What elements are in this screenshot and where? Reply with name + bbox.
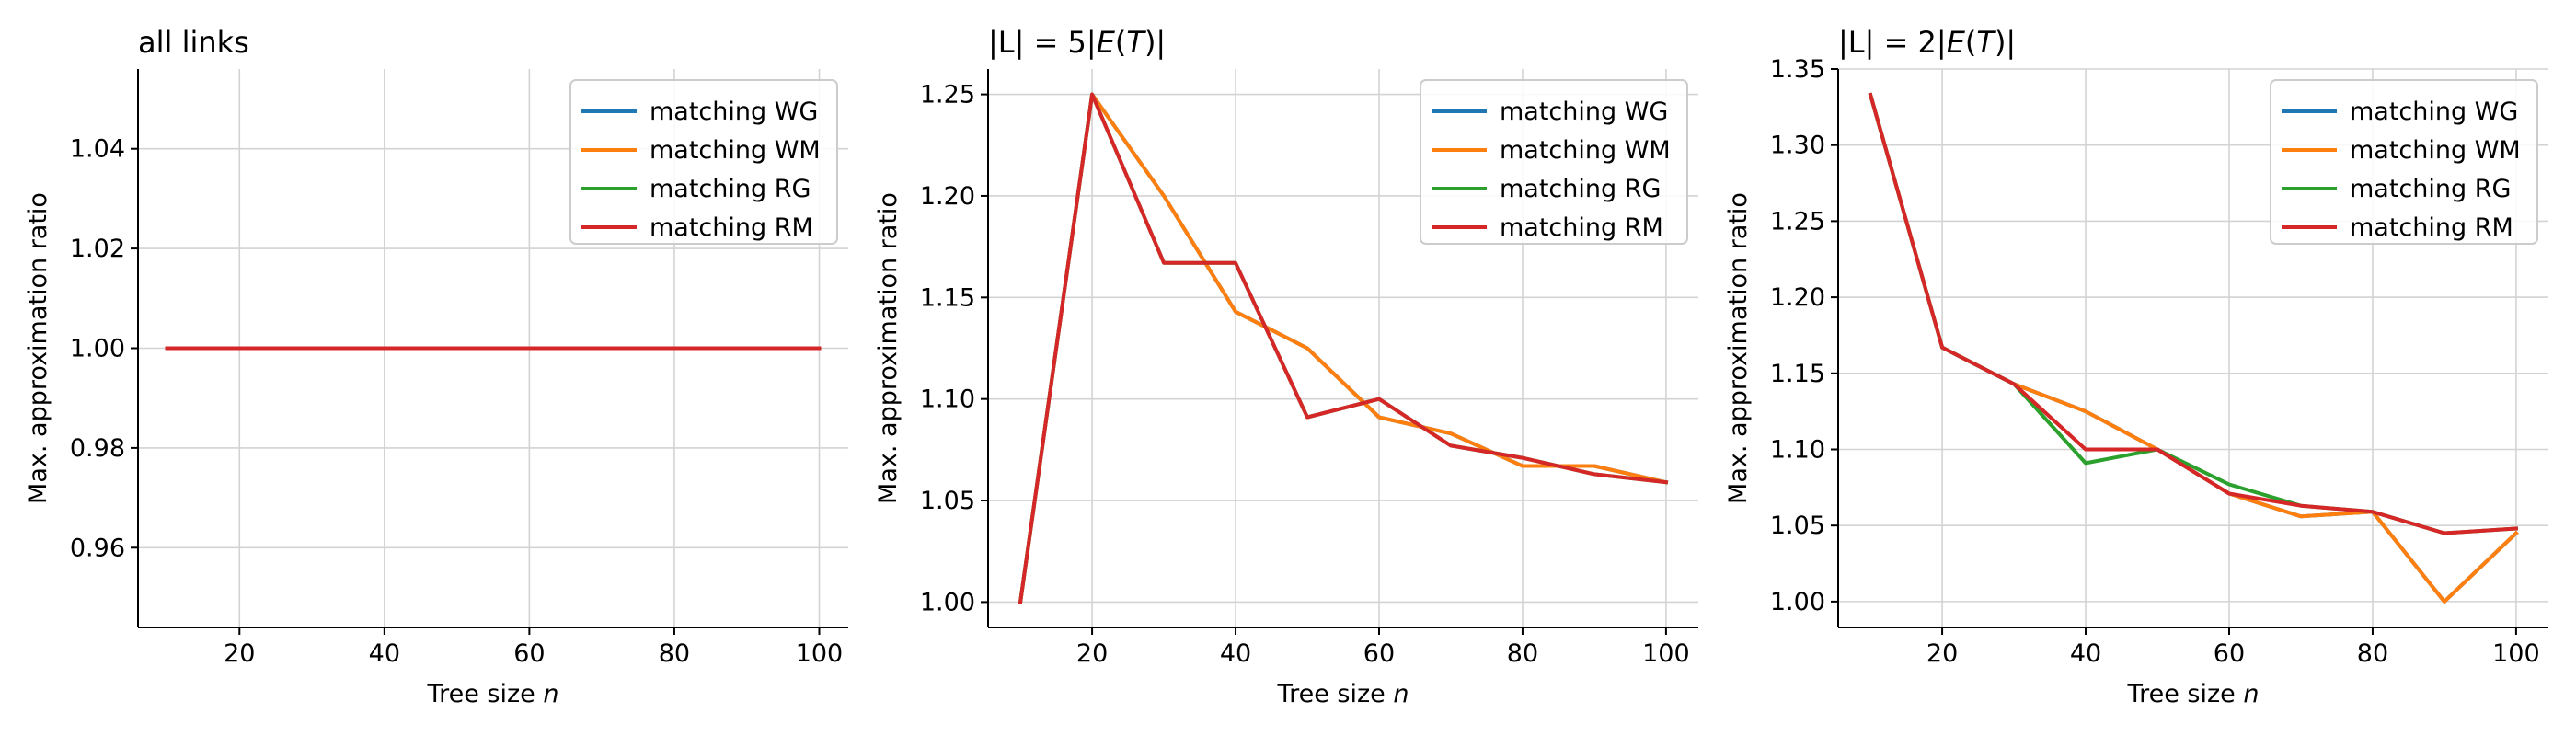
panel2-y-tick-label: 1.10 xyxy=(920,385,975,414)
panel1-title: all links xyxy=(138,25,249,60)
panel1-x-tick-label: 100 xyxy=(796,639,844,668)
panel1-legend-frame xyxy=(569,79,838,245)
panel3-y-tick-label: 1.20 xyxy=(1770,283,1825,312)
panel3-series-matching-rm xyxy=(1868,92,2519,535)
panel1-y-tick-label: 0.98 xyxy=(70,434,125,463)
panel1-x-tick-label: 80 xyxy=(659,639,690,668)
panel2-y-tick-label: 1.05 xyxy=(920,487,975,515)
panel2-y-tick-label: 1.00 xyxy=(920,588,975,616)
panel2-series-matching-rm xyxy=(1018,92,1669,604)
panel2-legend-label: matching WM xyxy=(1500,136,1671,165)
panel3-legend-label: matching WG xyxy=(2350,98,2518,126)
panel1-chart: 20 40 60 80 100 0.96 0.98 1.00 1.02 1.04 all links… xyxy=(24,25,848,708)
panel2-x-tick-label: 80 xyxy=(1507,639,1538,668)
panel3-y-tick-label: 1.30 xyxy=(1770,132,1825,160)
panel3-chart: 20 40 60 80 100 1.00 1.05 1.10 1.15 1.20 1.25 1.30 1… xyxy=(1724,25,2548,708)
panel2-legend-label: matching RG xyxy=(1500,175,1661,203)
panel3-y-tick-label: 1.10 xyxy=(1770,435,1825,464)
panel2-y-tick-label: 1.25 xyxy=(920,81,975,109)
panel2-x-tick-label: 20 xyxy=(1076,639,1108,668)
panel3-legend-label: matching RM xyxy=(2350,213,2513,242)
panel1-legend-label: matching WM xyxy=(650,136,821,165)
panel1-legend-label: matching RM xyxy=(650,213,813,242)
panel3-legend: matching WG matching WM matching RG matchin… xyxy=(2270,79,2538,245)
panel1-legend-label: matching RG xyxy=(650,175,811,203)
panel1-legend: matching WG matching WM matching RG matchin… xyxy=(569,79,838,245)
panel2-y-tick-label: 1.20 xyxy=(920,182,975,211)
panel3-y-tick-label: 1.00 xyxy=(1770,588,1825,616)
panel3-x-tick-label: 80 xyxy=(2357,639,2388,668)
panel2-legend: matching WG matching WM matching RG matchin… xyxy=(1420,79,1688,245)
panel3-y-tick-label: 1.35 xyxy=(1770,55,1825,84)
panel1-x-tick-label: 20 xyxy=(224,639,255,668)
panel3-x-tick-label: 40 xyxy=(2070,639,2101,668)
panel3-legend-frame xyxy=(2270,79,2538,245)
panel3-x-axis-label: Tree size n xyxy=(2127,680,2260,708)
panel1-y-tick-label: 0.96 xyxy=(70,534,125,562)
panel3-y-axis-label: Max. approximation ratio xyxy=(1724,192,1753,504)
panel2-legend-label: matching RM xyxy=(1500,213,1663,242)
panel3-y-tick-label: 1.25 xyxy=(1770,207,1825,236)
panel2-x-axis-label: Tree size n xyxy=(1277,680,1409,708)
panel2-y-axis-label: Max. approximation ratio xyxy=(874,192,903,504)
panel1-x-tick-label: 40 xyxy=(369,639,400,668)
panel2-x-tick-label: 60 xyxy=(1363,639,1395,668)
panel2-title: |L| = 5|E(T)| xyxy=(988,25,1166,60)
panel1-x-axis-label: Tree size n xyxy=(427,680,559,708)
panel1-y-tick-label: 1.02 xyxy=(70,235,125,263)
panel2-x-tick-label: 40 xyxy=(1220,639,1251,668)
panel2-y-tick-label: 1.15 xyxy=(920,283,975,312)
panel2-chart: 20 40 60 80 100 1.00 1.05 1.10 1.15 1.20 1.25 |L| =… xyxy=(874,25,1698,708)
panel2-legend-label: matching WG xyxy=(1500,98,1668,126)
panel2-x-tick-label: 100 xyxy=(1642,639,1690,668)
panel3-y-tick-label: 1.15 xyxy=(1770,360,1825,388)
panel1-y-axis-label: Max. approximation ratio xyxy=(24,192,52,504)
panel3-x-tick-label: 100 xyxy=(2492,639,2540,668)
panel3-legend-label: matching RG xyxy=(2350,175,2511,203)
panel3-title: |L| = 2|E(T)| xyxy=(1838,25,2016,60)
panel1-x-tick-label: 60 xyxy=(513,639,545,668)
panel3-y-tick-label: 1.05 xyxy=(1770,512,1825,540)
panel1-legend-label: matching WG xyxy=(650,98,818,126)
panel3-legend-label: matching WM xyxy=(2350,136,2521,165)
panel1-y-tick-label: 1.00 xyxy=(70,335,125,363)
panel3-x-tick-label: 20 xyxy=(1926,639,1958,668)
panel3-x-tick-label: 60 xyxy=(2214,639,2245,668)
panel2-legend-frame xyxy=(1420,79,1688,245)
panel1-y-tick-label: 1.04 xyxy=(70,135,125,164)
